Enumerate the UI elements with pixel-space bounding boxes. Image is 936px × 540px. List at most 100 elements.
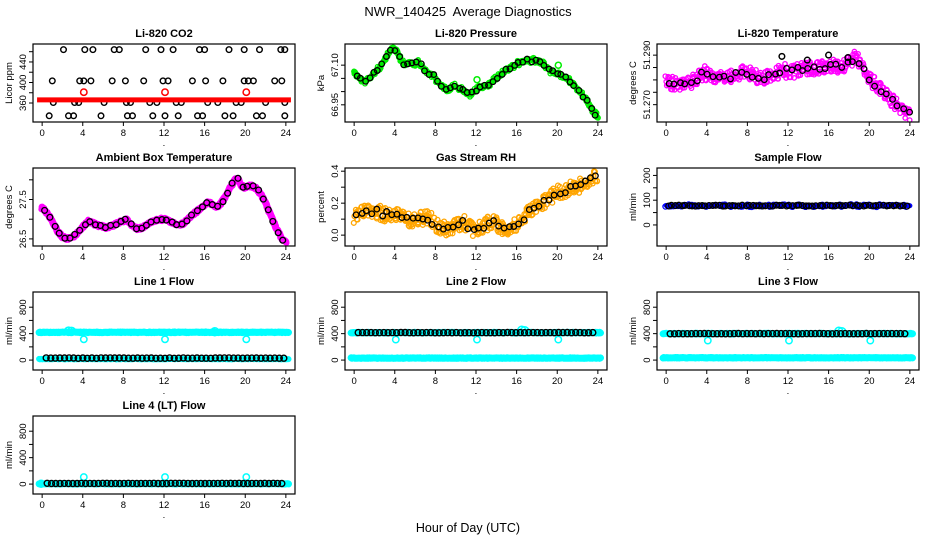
x-tick-label: 20 (552, 128, 563, 139)
chart-cell-line-3-flow: 0 4 8 12 16 20 24 0 400 800 Line 3 Flow ml/min. (624, 273, 936, 397)
plot-area-gas-stream-rh (350, 168, 601, 240)
y-axis-label: ml/min (628, 317, 639, 345)
x-tick-label: 0 (39, 128, 44, 139)
x-tick-label: 16 (823, 128, 834, 139)
x-tick-label: 20 (864, 252, 875, 263)
x-tick-label: 24 (905, 376, 916, 387)
y-tick-label: 440 (18, 54, 29, 70)
x-tick-label: 0 (39, 376, 44, 387)
y-tick-label: 0 (18, 481, 29, 486)
y-tick-label: 26.5 (18, 230, 29, 249)
y-axis-label: Licor ppm (4, 62, 15, 104)
x-tick-label: 20 (240, 252, 251, 263)
x-tick-label: 8 (121, 252, 126, 263)
chart-title: Line 3 Flow (758, 276, 818, 288)
y-axis-label: ml/min (628, 193, 639, 221)
y-tick-label: 27.5 (18, 190, 29, 209)
x-tick-label: 24 (281, 252, 292, 263)
y-tick-label: 400 (18, 326, 29, 342)
page-title: NWR_140425 Average Diagnostics (364, 4, 572, 19)
chart-cell-line-4-lt-flow: 0 4 8 12 16 20 24 0 400 800 Line 4 (LT) Flow ml/min… (0, 397, 312, 521)
y-tick-label: 400 (330, 326, 341, 342)
y-axis-label: kPa (316, 74, 327, 91)
chart-cell-li-820-co2: 0 4 8 12 16 20 24 360 400 440 Li-820 CO2 Licor ppm. (0, 25, 312, 149)
y-tick-label: 0 (642, 357, 653, 362)
y-tick-label: 0.4 (330, 165, 341, 178)
x-tick-label: 8 (121, 128, 126, 139)
x-tick-label: 16 (511, 376, 522, 387)
y-tick-label: 400 (18, 75, 29, 91)
x-axis-dot-label: . (163, 510, 166, 521)
chart-title: Line 4 (LT) Flow (123, 400, 206, 412)
x-tick-label: 4 (80, 500, 85, 511)
plot-area-sample-flow (662, 201, 913, 211)
x-tick-label: 8 (433, 252, 438, 263)
x-tick-label: 24 (593, 252, 604, 263)
x-tick-label: 24 (281, 128, 292, 139)
x-tick-label: 4 (392, 252, 397, 263)
plot-area-li-820-co2 (37, 46, 291, 120)
x-tick-label: 20 (240, 128, 251, 139)
y-tick-label: 0 (18, 357, 29, 362)
chart-title: Ambient Box Temperature (96, 152, 233, 164)
y-axis-label: degrees C (628, 61, 639, 105)
x-tick-label: 16 (199, 376, 210, 387)
x-tick-label: 0 (663, 252, 668, 263)
chart-title: Li-820 Temperature (738, 28, 839, 40)
x-axis-label: Hour of Day (UTC) (415, 521, 521, 535)
x-tick-label: 0 (663, 376, 668, 387)
x-tick-label: 4 (704, 128, 709, 139)
x-tick-label: 24 (281, 500, 292, 511)
x-tick-label: 12 (783, 128, 794, 139)
x-tick-label: 0 (663, 128, 668, 139)
y-axis-label: percent (316, 191, 327, 223)
y-tick-label: 66.95 (330, 93, 341, 117)
y-tick-label: 67.10 (330, 53, 341, 77)
x-tick-label: 16 (199, 252, 210, 263)
x-axis-dot-label: . (475, 386, 478, 397)
y-tick-label: 51.270 (642, 90, 653, 119)
x-tick-label: 0 (351, 376, 356, 387)
chart-title: Line 1 Flow (134, 276, 194, 288)
chart-li-820-temperature: 0 4 8 12 16 20 24 51.270 51.290 Li-820 Temperatur… (628, 28, 920, 149)
plot-area-ambient-box-temperature (38, 174, 290, 246)
x-axis-dot-label: . (475, 138, 478, 149)
x-tick-label: 16 (511, 128, 522, 139)
x-tick-label: 20 (864, 376, 875, 387)
plot-area-line-2-flow (347, 325, 604, 362)
x-axis-dot-label: . (787, 138, 790, 149)
chart-title: Line 2 Flow (446, 276, 506, 288)
chart-cell-line-1-flow: 0 4 8 12 16 20 24 0 400 800 Line 1 Flow ml/min. (0, 273, 312, 397)
chart-cell-line-2-flow: 0 4 8 12 16 20 24 0 400 800 Line 2 Flow ml/min. (312, 273, 624, 397)
x-tick-label: 20 (240, 500, 251, 511)
x-tick-label: 8 (433, 128, 438, 139)
x-axis-dot-label: . (787, 262, 790, 273)
x-tick-label: 8 (745, 376, 750, 387)
x-tick-label: 16 (199, 500, 210, 511)
y-tick-label: 100 (642, 192, 653, 208)
y-tick-label: 0.0 (330, 229, 341, 242)
x-tick-label: 12 (471, 128, 482, 139)
plot-area-li-820-pressure (351, 44, 601, 121)
chart-title: Sample Flow (754, 152, 822, 164)
y-tick-label: 800 (18, 423, 29, 439)
plot-area-line-3-flow (659, 326, 916, 362)
y-axis-label: ml/min (4, 441, 15, 469)
y-axis-label: ml/min (316, 317, 327, 345)
y-tick-label: 360 (18, 95, 29, 111)
x-tick-label: 12 (159, 500, 170, 511)
x-tick-label: 8 (121, 376, 126, 387)
plot-area-line-4-lt-flow (35, 473, 292, 489)
y-tick-label: 800 (642, 299, 653, 315)
chart-line-1-flow: 0 4 8 12 16 20 24 0 400 800 Line 1 Flow ml/min. (4, 276, 296, 397)
y-tick-label: 0.2 (330, 197, 341, 210)
x-tick-label: 8 (121, 500, 126, 511)
x-axis-dot-label: . (163, 138, 166, 149)
x-tick-label: 20 (240, 376, 251, 387)
x-tick-label: 24 (593, 128, 604, 139)
plot-area-li-820-temperature (662, 48, 914, 122)
y-tick-label: 800 (330, 299, 341, 315)
x-tick-label: 0 (351, 252, 356, 263)
x-tick-label: 24 (905, 128, 916, 139)
